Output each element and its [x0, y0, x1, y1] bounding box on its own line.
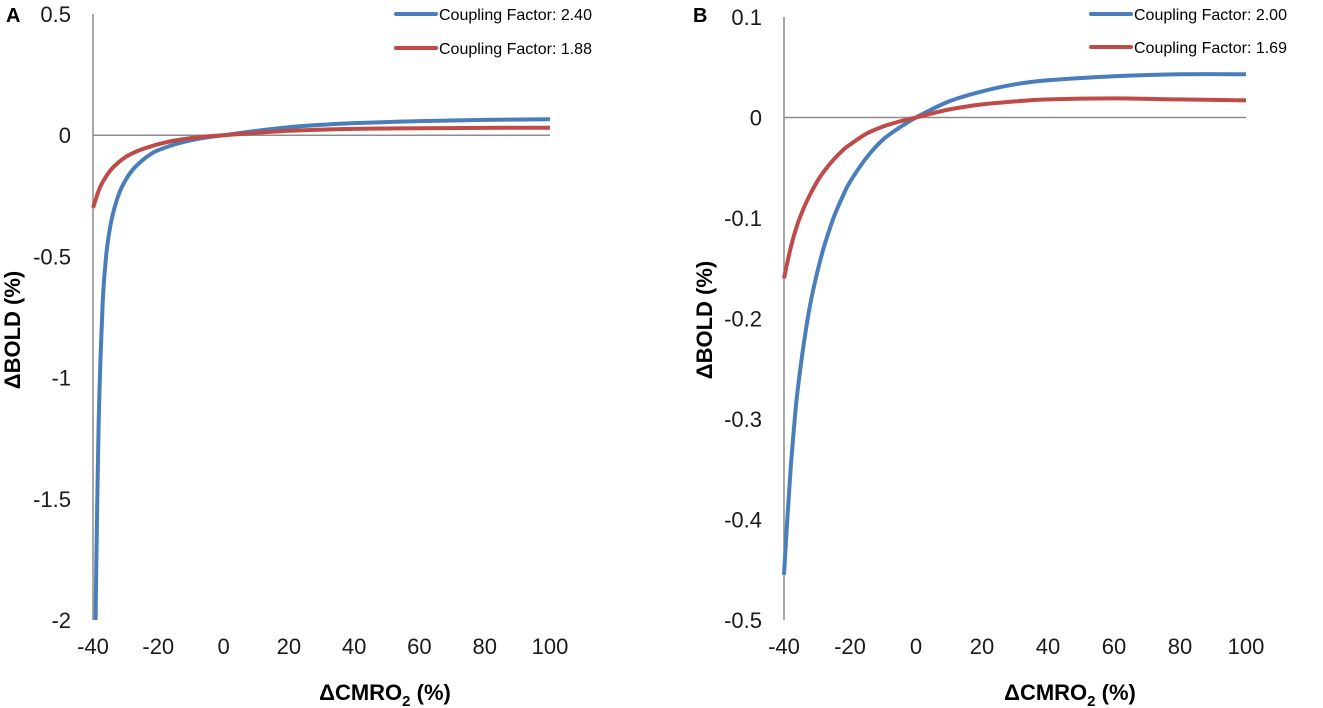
panel-b-letter: B — [693, 5, 707, 27]
panel-b-y-tick-label: -0.1 — [724, 206, 762, 231]
panel-a-x-tick-label: 100 — [532, 634, 569, 659]
panel-b-y-tick-label: -0.3 — [724, 407, 762, 432]
panel-b-x-tick-label: 80 — [1168, 634, 1192, 659]
panel-b-x-tick-label: -20 — [834, 634, 866, 659]
series-line-coupling-factor-1-69 — [782, 96, 1247, 279]
panel-a-legend: Coupling Factor: 2.40 Coupling Factor: 1… — [394, 7, 592, 58]
panel-a-y-tick-label: 0.5 — [40, 2, 71, 27]
panel-b: B 0.1 0 -0.1 -0.2 -0.3 -0.4 -0.5 -40 -20… — [692, 5, 1287, 708]
panel-a-y-tick-label: -1 — [51, 366, 71, 391]
panel-a-series — [91, 117, 551, 621]
panel-b-legend: Coupling Factor: 2.00 Coupling Factor: 1… — [1089, 7, 1287, 57]
panel-b-y-tick-labels: 0.1 0 -0.1 -0.2 -0.3 -0.4 -0.5 — [724, 5, 762, 633]
panel-a-x-tick-labels: -40 -20 0 20 40 60 80 100 — [77, 634, 568, 659]
panel-a: A 0.5 0 -0.5 -1 -1.5 -2 -40 -20 0 20 40 … — [0, 2, 592, 708]
panel-b-x-tick-label: -40 — [768, 634, 800, 659]
legend-label-coupling-1-88: Coupling Factor: 1.88 — [439, 41, 592, 58]
panel-b-y-axis-label: ΔBOLD (%) — [692, 261, 717, 379]
panel-b-y-tick-label: 0 — [750, 106, 762, 131]
series-line-coupling-factor-2-00 — [782, 72, 1247, 575]
series-line-coupling-factor-2-40 — [93, 117, 551, 621]
panel-a-x-tick-label: -20 — [142, 634, 174, 659]
panel-b-x-tick-label: 100 — [1228, 634, 1265, 659]
panel-b-y-tick-label: -0.2 — [724, 307, 762, 332]
panel-a-x-tick-label: -40 — [77, 634, 109, 659]
panel-b-y-tick-label: -0.5 — [724, 608, 762, 633]
panel-b-y-tick-label: 0.1 — [731, 5, 762, 30]
panel-b-x-tick-label: 20 — [970, 634, 994, 659]
panel-b-axes — [783, 17, 1246, 620]
legend-label-coupling-1-69: Coupling Factor: 1.69 — [1134, 40, 1287, 57]
panel-a-y-tick-label: -0.5 — [33, 244, 71, 269]
panel-a-y-tick-label: -1.5 — [33, 487, 71, 512]
panel-a-axes — [92, 14, 550, 620]
panel-b-y-tick-label: -0.4 — [724, 508, 762, 533]
panel-b-x-axis-label: ΔCMRO2 (%) — [1004, 680, 1136, 708]
series-line-coupling-factor-1-88 — [91, 125, 551, 209]
panel-a-y-axis-label: ΔBOLD (%) — [0, 271, 25, 389]
panel-a-x-tick-label: 80 — [472, 634, 496, 659]
panel-b-x-tick-label: 40 — [1036, 634, 1060, 659]
panel-a-y-tick-label: 0 — [59, 123, 71, 148]
panel-b-x-tick-labels: -40 -20 0 20 40 60 80 100 — [768, 634, 1264, 659]
panel-a-letter: A — [6, 5, 20, 27]
panel-a-y-tick-label: -2 — [51, 608, 71, 633]
panel-a-x-tick-label: 40 — [342, 634, 366, 659]
panel-a-y-tick-labels: 0.5 0 -0.5 -1 -1.5 -2 — [33, 2, 71, 633]
panel-a-x-tick-label: 20 — [277, 634, 301, 659]
panel-b-series — [782, 72, 1247, 575]
legend-label-coupling-2-00: Coupling Factor: 2.00 — [1134, 7, 1287, 24]
panel-b-x-tick-label: 0 — [910, 634, 922, 659]
panel-a-x-tick-label: 60 — [407, 634, 431, 659]
legend-label-coupling-2-40: Coupling Factor: 2.40 — [439, 7, 592, 24]
panel-b-x-tick-label: 60 — [1102, 634, 1126, 659]
panel-a-x-tick-label: 0 — [217, 634, 229, 659]
panel-a-x-axis-label: ΔCMRO2 (%) — [319, 680, 451, 708]
